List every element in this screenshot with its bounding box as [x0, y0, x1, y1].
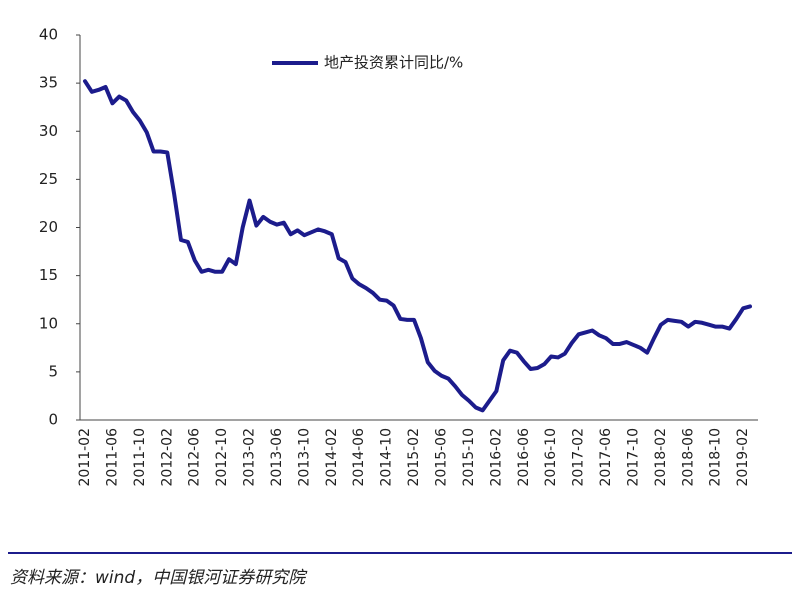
x-tick-label: 2013-02	[242, 428, 258, 487]
x-tick-label: 2011-06	[104, 428, 120, 487]
x-tick-label: 2018-02	[653, 428, 669, 487]
y-tick-label: 40	[39, 26, 58, 44]
x-tick-label: 2012-10	[214, 428, 230, 487]
y-tick-label: 30	[39, 122, 58, 140]
x-tick-label: 2013-10	[296, 428, 312, 487]
x-tick-label: 2012-06	[187, 428, 203, 487]
x-tick-label: 2011-10	[132, 428, 148, 487]
x-tick-label: 2015-02	[406, 428, 422, 487]
y-tick-label: 15	[39, 266, 58, 284]
y-tick-label: 10	[39, 314, 58, 332]
series-line	[83, 79, 752, 413]
y-tick-label: 5	[48, 362, 58, 380]
x-tick-label: 2016-02	[488, 428, 504, 487]
x-tick-label: 2017-02	[571, 428, 587, 487]
source-note: 资料来源：wind，中国银河证券研究院	[10, 568, 308, 588]
y-tick-label: 25	[39, 170, 58, 188]
y-tick-label: 35	[39, 74, 58, 92]
x-tick-label: 2019-02	[735, 428, 751, 487]
x-tick-label: 2014-02	[324, 428, 340, 487]
x-tick-label: 2018-10	[708, 428, 724, 487]
y-tick-label: 0	[48, 411, 58, 429]
x-tick-label: 2012-02	[159, 428, 175, 487]
x-tick-label: 2014-06	[351, 428, 367, 487]
x-tick-label: 2016-06	[516, 428, 532, 487]
y-tick-label: 20	[39, 218, 58, 236]
x-tick-label: 2015-10	[461, 428, 477, 487]
x-tick-label: 2014-10	[379, 428, 395, 487]
x-tick-label: 2017-10	[625, 428, 641, 487]
x-tick-label: 2013-06	[269, 428, 285, 487]
x-tick-label: 2018-06	[680, 428, 696, 487]
x-tick-label: 2011-02	[77, 428, 93, 487]
legend-label: 地产投资累计同比/%	[324, 54, 463, 72]
x-tick-label: 2015-06	[433, 428, 449, 487]
x-tick-label: 2017-06	[598, 428, 614, 487]
x-tick-label: 2016-10	[543, 428, 559, 487]
